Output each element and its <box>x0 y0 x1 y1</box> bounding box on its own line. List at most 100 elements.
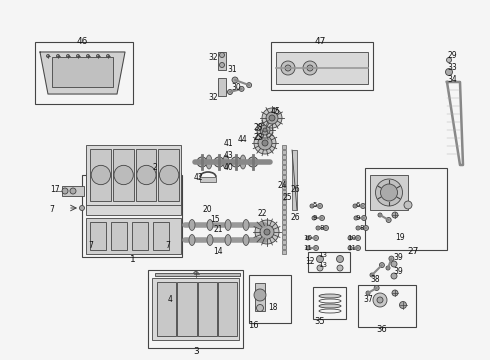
Circle shape <box>246 83 251 87</box>
Text: 44: 44 <box>237 135 247 144</box>
Bar <box>197 282 217 336</box>
Circle shape <box>378 213 382 217</box>
Circle shape <box>232 77 238 83</box>
Circle shape <box>306 246 310 250</box>
Circle shape <box>337 256 343 262</box>
Bar <box>282 245 286 248</box>
Circle shape <box>159 165 179 185</box>
Text: 13: 13 <box>318 262 327 268</box>
Bar <box>86 179 181 215</box>
Circle shape <box>70 188 76 194</box>
Circle shape <box>97 54 99 58</box>
Text: 23: 23 <box>253 134 263 143</box>
Bar <box>282 190 286 194</box>
Bar <box>282 165 286 168</box>
Circle shape <box>56 54 59 58</box>
Circle shape <box>256 305 264 311</box>
Circle shape <box>381 184 397 201</box>
Text: 32: 32 <box>208 54 218 63</box>
Bar <box>132 222 148 250</box>
Text: 30: 30 <box>231 84 241 93</box>
Circle shape <box>366 291 370 295</box>
Circle shape <box>391 273 397 279</box>
Text: 24: 24 <box>277 180 287 189</box>
Bar <box>271 42 373 90</box>
Text: 5: 5 <box>313 202 317 208</box>
Bar <box>153 222 169 250</box>
Bar <box>292 150 297 210</box>
Text: 13: 13 <box>318 252 327 258</box>
Text: 10: 10 <box>347 235 357 241</box>
Text: 18: 18 <box>268 303 278 312</box>
Text: 38: 38 <box>370 275 380 284</box>
Bar <box>282 175 286 179</box>
Bar <box>152 278 239 340</box>
Bar <box>282 205 286 208</box>
Circle shape <box>91 190 105 204</box>
Circle shape <box>285 65 291 71</box>
Bar <box>52 57 113 87</box>
Bar <box>218 52 226 70</box>
Bar <box>86 173 181 180</box>
Circle shape <box>446 58 451 63</box>
Ellipse shape <box>207 220 213 230</box>
Circle shape <box>307 65 313 71</box>
Bar <box>86 145 181 205</box>
Circle shape <box>106 54 109 58</box>
Circle shape <box>373 293 387 307</box>
Text: 8: 8 <box>360 225 364 231</box>
Bar <box>200 177 216 182</box>
Circle shape <box>254 289 266 301</box>
Text: 45: 45 <box>270 108 280 117</box>
Text: 10: 10 <box>303 235 313 241</box>
Text: 39: 39 <box>393 267 403 276</box>
Bar <box>313 287 346 319</box>
Circle shape <box>361 203 366 208</box>
Text: 7: 7 <box>166 240 171 249</box>
Circle shape <box>112 190 126 204</box>
Circle shape <box>356 235 361 240</box>
Text: 3: 3 <box>193 346 199 356</box>
Text: 27: 27 <box>407 248 418 256</box>
Circle shape <box>220 53 224 58</box>
Text: 1: 1 <box>130 255 136 264</box>
Ellipse shape <box>225 234 231 246</box>
Text: 15: 15 <box>210 216 220 225</box>
Circle shape <box>391 261 397 267</box>
Text: 32: 32 <box>208 94 218 103</box>
Circle shape <box>323 225 328 230</box>
Ellipse shape <box>243 220 249 230</box>
Circle shape <box>314 235 318 240</box>
Circle shape <box>220 63 224 68</box>
Bar <box>282 185 286 189</box>
Text: 6: 6 <box>356 202 360 208</box>
Circle shape <box>258 136 272 150</box>
Text: 33: 33 <box>447 63 457 72</box>
Circle shape <box>319 216 324 220</box>
Text: 28: 28 <box>253 123 263 132</box>
Text: 22: 22 <box>257 208 267 217</box>
Polygon shape <box>40 52 125 94</box>
Text: 9: 9 <box>313 215 317 221</box>
Text: 29: 29 <box>447 50 457 59</box>
Ellipse shape <box>189 234 195 246</box>
Circle shape <box>317 265 323 271</box>
Circle shape <box>356 226 360 230</box>
Circle shape <box>133 190 147 204</box>
Circle shape <box>348 236 352 240</box>
Bar <box>111 222 127 250</box>
Ellipse shape <box>225 220 231 230</box>
Ellipse shape <box>319 304 341 308</box>
Bar <box>358 285 416 327</box>
Bar <box>255 283 265 311</box>
Text: 8: 8 <box>320 225 324 231</box>
Bar <box>282 145 286 148</box>
Text: 37: 37 <box>363 296 373 305</box>
Circle shape <box>281 61 295 75</box>
Text: 25: 25 <box>282 194 292 202</box>
Bar <box>90 149 111 201</box>
Bar <box>282 240 286 243</box>
Bar <box>113 149 133 201</box>
Circle shape <box>262 140 268 146</box>
Circle shape <box>389 256 394 261</box>
